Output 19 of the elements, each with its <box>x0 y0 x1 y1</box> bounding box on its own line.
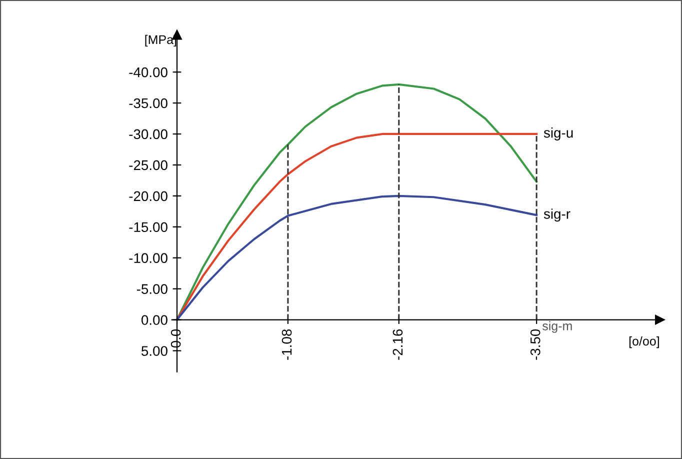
series-label: sig-r <box>544 208 570 222</box>
x-tick-label: -2.16 <box>392 329 403 360</box>
y-tick-label: -20.00 <box>129 191 168 202</box>
y-tick-label: -10.00 <box>129 253 168 264</box>
y-tick-label: -25.00 <box>129 160 168 170</box>
annotation: sig-m <box>542 321 572 333</box>
x-axis-title: [o/oo] <box>629 336 659 348</box>
x-tick-label: -3.50 <box>530 329 540 360</box>
y-tick-label: -5.00 <box>136 284 168 294</box>
y-axis-title: [MPa] <box>145 34 176 47</box>
x-tick-label: -1.08 <box>282 329 292 360</box>
y-tick-label: 5.00 <box>142 346 168 356</box>
y-tick-label: -15.00 <box>129 222 168 232</box>
y-tick-label: 0.00 <box>141 315 168 325</box>
line-series <box>176 194 538 321</box>
y-tick-label: -35.00 <box>129 98 168 108</box>
series-label: sig-u <box>544 128 573 140</box>
y-tick-label: -30.00 <box>129 129 168 140</box>
y-tick-label: -40.00 <box>129 67 168 78</box>
